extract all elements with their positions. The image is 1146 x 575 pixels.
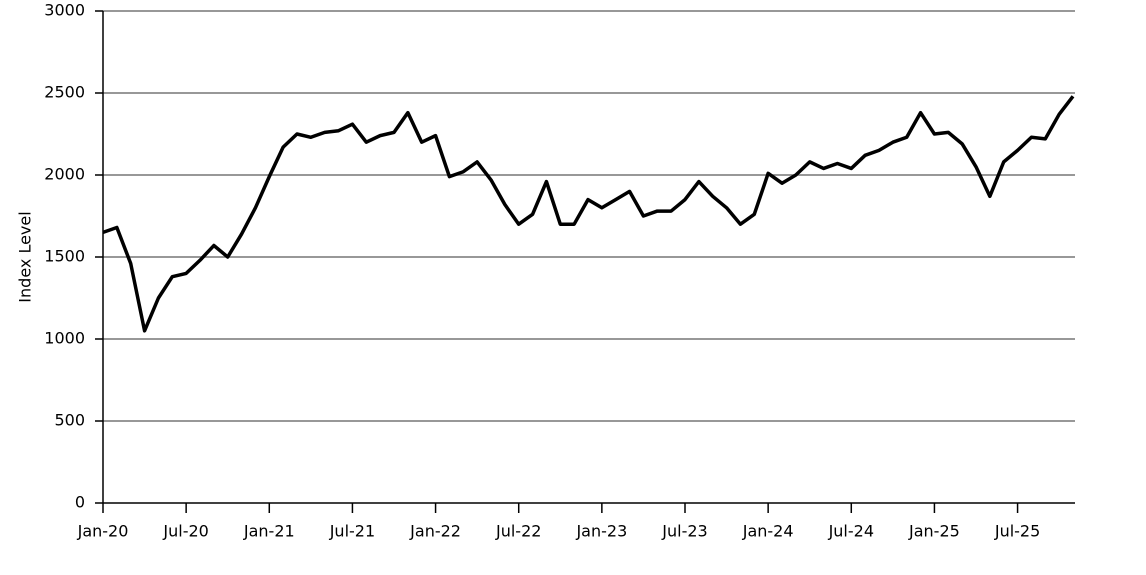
x-tick-label: Jan-20 <box>77 522 129 541</box>
y-tick-label: 3000 <box>44 1 85 20</box>
y-tick-label: 2500 <box>44 83 85 102</box>
y-tick-label: 2000 <box>44 165 85 184</box>
x-tick-label: Jul-22 <box>495 522 541 541</box>
x-tick-label: Jul-21 <box>329 522 375 541</box>
line-series <box>102 95 1075 333</box>
y-tick-label: 1000 <box>44 329 85 348</box>
x-tick-label: Jul-25 <box>994 522 1040 541</box>
y-tick-label: 500 <box>54 411 85 430</box>
x-tick-label: Jul-23 <box>661 522 707 541</box>
x-tick-label: Jan-21 <box>243 522 295 541</box>
x-tick-label: Jan-23 <box>575 522 627 541</box>
y-axis-label: Index Level <box>16 211 35 302</box>
y-tick-label: 1500 <box>44 247 85 266</box>
x-tick-label: Jan-24 <box>742 522 794 541</box>
x-tick-label: Jul-24 <box>828 522 874 541</box>
x-tick-label: Jan-22 <box>409 522 461 541</box>
x-tick-label: Jul-20 <box>162 522 208 541</box>
y-tick-label: 0 <box>75 493 85 512</box>
x-tick-label: Jan-25 <box>908 522 960 541</box>
